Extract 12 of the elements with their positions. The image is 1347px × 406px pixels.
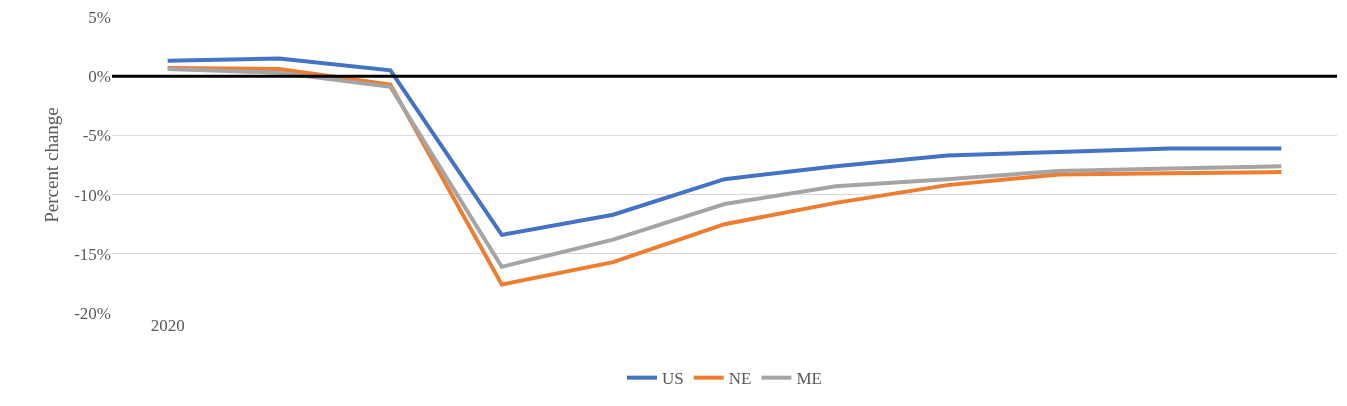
- legend-label: NE: [728, 369, 752, 389]
- legend-label: ME: [796, 369, 822, 389]
- y-tick-label: -15%: [74, 244, 111, 264]
- line-series: [165, 56, 1284, 237]
- x-tick-label: 2020: [150, 316, 185, 335]
- y-tick-label: 0%: [88, 67, 111, 87]
- legend-label: US: [662, 369, 684, 389]
- y-axis-title: Percent change: [41, 107, 63, 223]
- y-tick-label: 5%: [88, 7, 111, 27]
- y-tick-label: -5%: [82, 126, 111, 146]
- y-tick-label: -10%: [74, 185, 111, 205]
- y-tick-label: -20%: [74, 303, 111, 323]
